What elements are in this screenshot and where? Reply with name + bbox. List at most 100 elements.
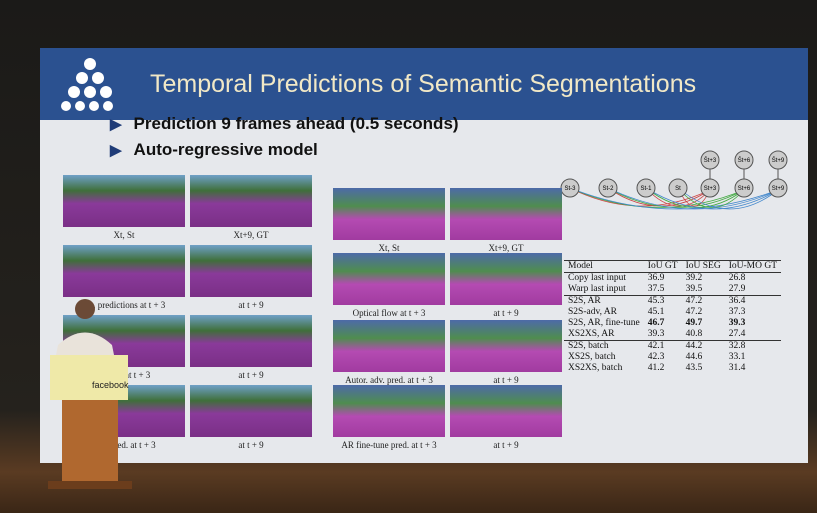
title-band: Temporal Predictions of Semantic Segment…	[40, 48, 808, 120]
caption: Xt, St	[113, 230, 135, 240]
bullet: Prediction 9 frames ahead (0.5 seconds)	[110, 114, 459, 134]
cell: XS2S, batch	[568, 352, 616, 362]
caption: Xt+9, GT	[233, 230, 269, 240]
cell: S2S-adv, AR	[568, 307, 618, 317]
cell: S2S, batch	[564, 340, 644, 352]
cell: 39.3	[728, 318, 746, 328]
cell: 27.4	[728, 329, 746, 339]
header-cell: IoU SEG	[681, 260, 725, 273]
row: S2S, batch 42.1 44.2 32.8	[564, 340, 782, 352]
cell: 44.6	[685, 352, 703, 362]
row: XS2XS, AR 39.3 40.8 27.4	[564, 329, 781, 341]
header-row: Model IoU GT IoU SEG IoU-MO GT	[564, 260, 782, 273]
cell: 43.5	[685, 363, 703, 373]
node	[700, 150, 720, 170]
header-cell: IoU-MO GT	[724, 260, 782, 273]
node	[668, 178, 688, 198]
node-label: St+6	[738, 186, 751, 192]
row: XS2XS, batch 41.2 43.5 31.4	[564, 363, 781, 374]
frame-image	[450, 188, 562, 240]
caption: Xt, St	[378, 243, 400, 253]
caption: at t + 9	[493, 440, 519, 450]
frame-image	[450, 253, 562, 305]
slide: Temporal Predictions of Semantic Segment…	[40, 48, 808, 463]
caption: AR fine-tune pred. at t + 3	[341, 440, 437, 450]
slide-title: Temporal Predictions of Semantic Segment…	[150, 70, 697, 98]
cell: 39.3	[647, 329, 665, 339]
cell: 36.9	[647, 273, 665, 283]
caption: at t + 9	[238, 370, 264, 380]
cell: 42.3	[647, 352, 665, 362]
node-label: Ŝt+3	[704, 157, 717, 164]
edge	[569, 187, 711, 207]
frame-image	[333, 188, 445, 240]
cell: 36.4	[724, 295, 782, 307]
cell: 49.7	[685, 318, 703, 328]
cell: 45.3	[643, 295, 682, 307]
node	[636, 178, 656, 198]
row: XS2S, batch 42.3 44.6 33.1	[564, 352, 781, 363]
node	[768, 150, 788, 170]
cell: 26.8	[728, 273, 746, 283]
edge	[569, 187, 745, 208]
cell: 46.7	[647, 318, 665, 328]
frame-image	[333, 320, 445, 372]
edge	[677, 187, 745, 208]
node-label: St+3	[704, 186, 717, 192]
cell: 39.2	[685, 273, 703, 283]
caption: at t + 9	[493, 308, 519, 318]
caption: at t + 9	[238, 300, 264, 310]
node	[734, 150, 754, 170]
cell: 45.1	[647, 307, 665, 317]
edge	[569, 187, 779, 210]
caption: ...he pred. at t + 3	[92, 440, 156, 450]
cell: 37.3	[728, 307, 746, 317]
cell: 47.2	[685, 307, 703, 317]
cell: 47.2	[681, 295, 725, 307]
node-label: St-2	[602, 186, 614, 192]
caption: Optical flow at t + 3	[352, 308, 426, 318]
node-label: St-1	[640, 186, 652, 192]
logo	[61, 58, 113, 111]
cell: 41.2	[647, 363, 665, 373]
frame-image	[450, 385, 562, 437]
row: S2S-adv, AR 45.1 47.2 37.3	[564, 307, 781, 318]
cell: S2S, AR, fine-tune	[568, 318, 640, 328]
cell: 33.1	[728, 352, 746, 362]
cell: 44.2	[681, 340, 725, 352]
row: S2S, AR 45.3 47.2 36.4	[564, 295, 782, 307]
cell: S2S, AR	[564, 295, 644, 307]
cell: 40.8	[685, 329, 703, 339]
frame-image	[333, 253, 445, 305]
table: Model IoU GT IoU SEG IoU-MO GT Copy last inp…	[564, 260, 782, 374]
header-cell: Model	[564, 260, 644, 273]
node-label: St	[675, 186, 681, 192]
node-label: St+9	[772, 186, 785, 192]
caption: at t + 9	[493, 375, 519, 385]
podium-brand: facebook	[92, 380, 129, 390]
bullet: Auto-regressive model	[110, 140, 318, 160]
edge	[645, 187, 779, 210]
frame-image	[190, 175, 312, 227]
caption: Xt+9, GT	[488, 243, 524, 253]
edge	[607, 187, 779, 210]
cell: 32.8	[724, 340, 782, 352]
cell: 42.1	[643, 340, 682, 352]
cell: XS2XS, batch	[568, 363, 623, 373]
caption: B... predictions at t + 3	[82, 300, 166, 310]
caption: Autor. adv. pred. at t + 3	[345, 375, 433, 385]
node	[598, 178, 618, 198]
cell: 37.5	[647, 284, 665, 294]
row: Copy last input 36.9 39.2 26.8	[564, 273, 781, 285]
speaker-and-podium	[48, 299, 132, 489]
header-cell: IoU GT	[643, 260, 682, 273]
cell: 31.4	[728, 363, 746, 373]
node-label: Ŝt+6	[738, 157, 751, 164]
frame-image	[190, 385, 312, 437]
frame-image	[63, 245, 185, 297]
node-label: Ŝt+9	[772, 157, 785, 164]
frame-image	[190, 245, 312, 297]
row: Warp last input 37.5 39.5 27.9	[564, 284, 781, 296]
cell: 27.9	[728, 284, 746, 294]
